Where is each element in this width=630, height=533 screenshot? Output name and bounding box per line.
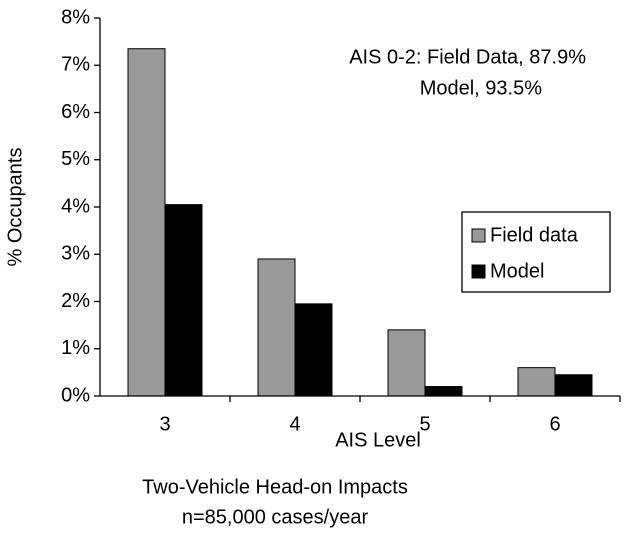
bar bbox=[387, 329, 426, 397]
y-tick-label: 1% bbox=[61, 337, 90, 359]
y-tick-label: 7% bbox=[61, 54, 90, 76]
legend-label: Field data bbox=[490, 224, 579, 246]
subtitle: n=85,000 cases/year bbox=[182, 506, 369, 528]
y-axis-label: % Occupants bbox=[4, 148, 26, 267]
x-tick-label: 6 bbox=[549, 413, 560, 435]
y-tick-label: 4% bbox=[61, 195, 90, 217]
x-tick-label: 5 bbox=[419, 413, 430, 435]
y-tick-label: 6% bbox=[61, 101, 90, 123]
bar bbox=[164, 204, 203, 397]
y-tick-label: 3% bbox=[61, 243, 90, 265]
legend-box bbox=[461, 211, 611, 293]
x-tick-label: 3 bbox=[159, 413, 170, 435]
bar bbox=[517, 367, 556, 397]
bar bbox=[294, 303, 333, 397]
legend-swatch bbox=[471, 228, 486, 243]
x-axis-label: AIS Level bbox=[335, 429, 421, 451]
y-tick-label: 0% bbox=[61, 384, 90, 406]
bar bbox=[554, 374, 593, 397]
y-tick-label: 5% bbox=[61, 148, 90, 170]
bar bbox=[127, 48, 166, 397]
legend-swatch bbox=[471, 264, 486, 279]
legend-label: Model bbox=[490, 260, 544, 282]
y-tick-label: 8% bbox=[61, 6, 90, 28]
annotation: AIS 0-2: Field Data, 87.9% bbox=[349, 46, 586, 68]
x-tick-label: 4 bbox=[289, 413, 300, 435]
subtitle: Two-Vehicle Head-on Impacts bbox=[142, 476, 408, 498]
bar bbox=[424, 386, 463, 397]
y-tick-label: 2% bbox=[61, 290, 90, 312]
annotation: Model, 93.5% bbox=[420, 77, 543, 99]
bar bbox=[257, 258, 296, 397]
